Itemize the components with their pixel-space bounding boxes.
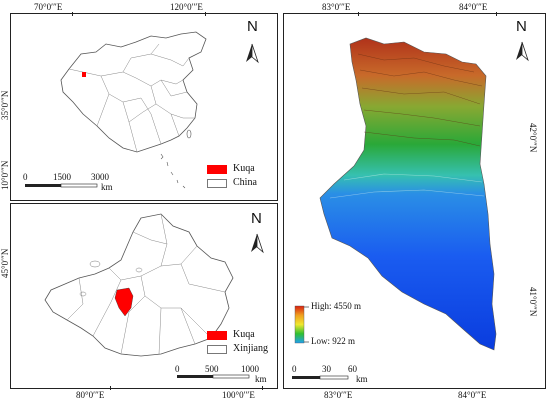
legend-label-kuqa: Kuqa: [233, 329, 255, 340]
province-boundaries: [68, 43, 195, 153]
north-label: N: [516, 18, 527, 35]
north-arrow: [251, 233, 264, 254]
elevation-high-label: High: 4550 m: [311, 301, 362, 311]
china-top-tick-2: 120°0′″E: [170, 2, 203, 12]
kuqa-bottom-tick-2: 84°0′″E: [458, 390, 487, 400]
china-map: [25, 31, 259, 189]
tick-mark: [496, 12, 497, 16]
scale-label-1: 30: [322, 364, 331, 374]
kuqa-region: [114, 287, 134, 317]
scale-bar: [25, 183, 98, 188]
scale-label-0: 0: [175, 364, 180, 374]
tick-mark: [205, 12, 206, 16]
china-left-tick-2: 10°0′″N: [0, 160, 10, 190]
south-sea-islands: [160, 129, 192, 189]
china-left-tick-1: 35°0′″N: [0, 90, 10, 120]
elevation-low-label: Low: 922 m: [311, 336, 355, 346]
kuqa-top-tick-1: 83°0′″E: [322, 2, 351, 12]
xinjiang-map-panel: N Kuqa Xinjiang 0 500 1000 km: [10, 203, 278, 389]
xj-bottom-tick-2: 100°0′″E: [222, 390, 255, 400]
kuqa-top-tick-2: 84°0′″E: [459, 2, 488, 12]
kuqa-right-tick-1: 42°0′″N: [528, 123, 538, 153]
xinjiang-map: [44, 213, 264, 379]
xinjiang-outline: [44, 213, 234, 357]
china-top-tick-1: 70°0′″E: [34, 2, 63, 12]
scale-label-2: 60: [348, 364, 357, 374]
china-outline: [60, 31, 207, 153]
prefecture-boundaries: [66, 213, 226, 355]
legend-swatch-xinjiang: [207, 345, 227, 354]
xj-bottom-tick-1: 80°0′″E: [76, 390, 105, 400]
lakes: [79, 260, 143, 297]
legend-label-china: China: [233, 177, 257, 188]
scale-bar: [177, 374, 250, 379]
scale-label-1: 500: [205, 364, 219, 374]
kuqa-dem-region: [319, 37, 497, 351]
elevation-legend-bar: [294, 305, 305, 344]
elevation-legend-ticks: [304, 306, 309, 343]
kuqa-dem-panel: N High: 4550 m Low: 922 m 0 30 60 km: [283, 13, 546, 389]
north-label: N: [251, 210, 262, 227]
legend-swatch-kuqa: [207, 331, 227, 340]
scale-bar: [292, 375, 349, 380]
china-map-panel: N 0 1500 3000 km Kuqa China: [10, 13, 278, 201]
scale-label-2: 3000: [91, 172, 109, 182]
legend-swatch-kuqa: [207, 165, 227, 174]
legend-label-xinjiang: Xinjiang: [233, 343, 268, 354]
legend-swatch-china: [207, 179, 227, 188]
north-arrow: [516, 41, 529, 62]
scale-label-2: 1000: [241, 364, 259, 374]
scale-unit: km: [101, 182, 113, 192]
tick-mark: [358, 12, 359, 16]
tick-mark: [72, 12, 73, 16]
tick-mark: [110, 386, 111, 390]
scale-unit: km: [255, 374, 267, 384]
kuqa-dem-map: [292, 37, 529, 380]
scale-unit: km: [356, 374, 368, 384]
north-arrow: [246, 43, 259, 64]
scale-label-1: 1500: [53, 172, 71, 182]
xj-left-tick-1: 45°0′″N: [0, 248, 10, 278]
north-label: N: [247, 18, 258, 35]
legend-label-kuqa: Kuqa: [233, 163, 255, 174]
scale-label-0: 0: [292, 364, 297, 374]
tick-mark: [262, 386, 263, 390]
kuqa-right-tick-2: 41°0′″N: [528, 287, 538, 317]
terrain-texture: [357, 53, 483, 147]
kuqa-marker: [82, 72, 86, 77]
kuqa-bottom-tick-1: 83°0′″E: [324, 390, 353, 400]
plain-texture: [329, 173, 485, 199]
scale-label-0: 0: [23, 172, 28, 182]
